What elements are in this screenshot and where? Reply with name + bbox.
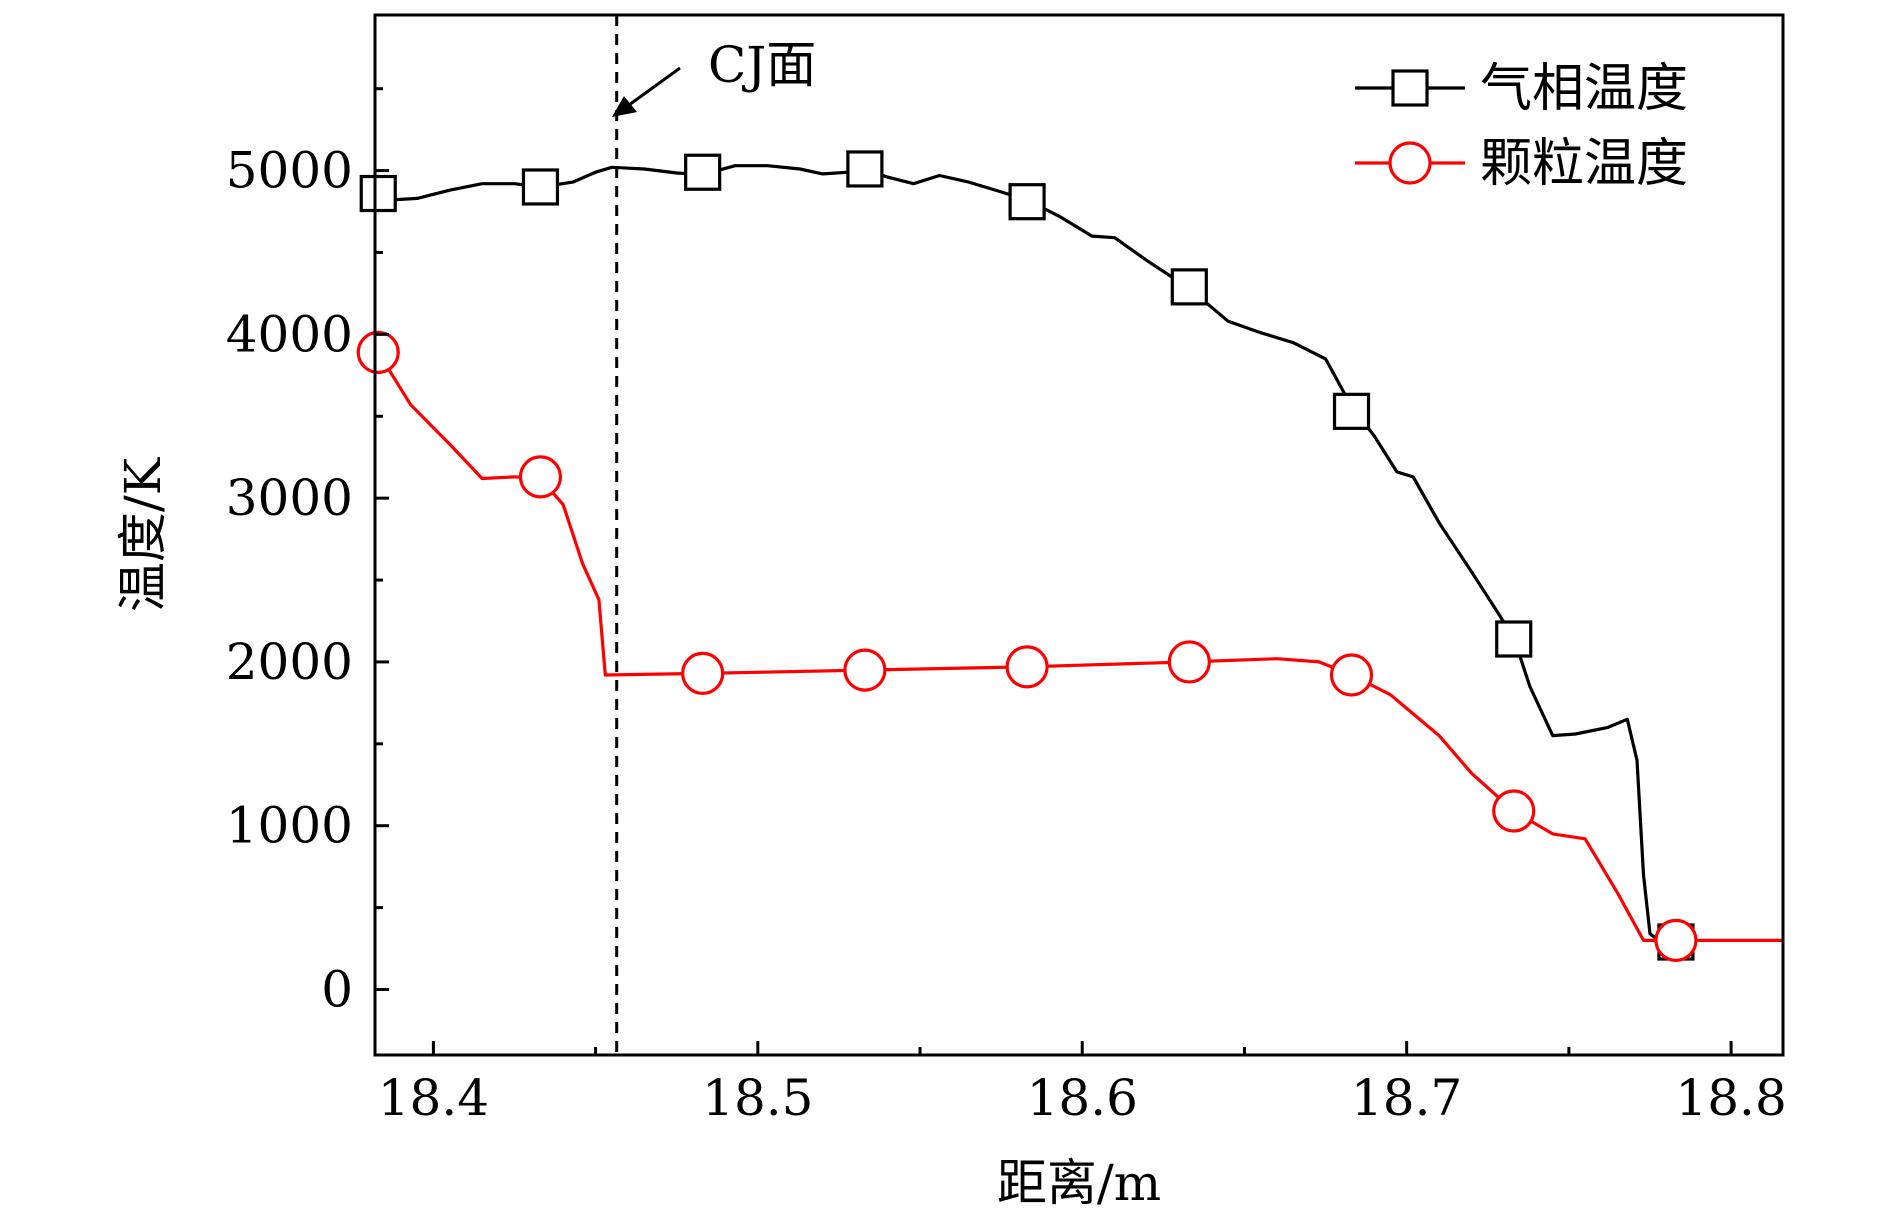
data-point-gas: [846, 150, 884, 188]
y-tick-label: 2000: [226, 633, 353, 691]
data-point-gas: [1008, 183, 1046, 221]
legend-marker-circle: [1388, 141, 1432, 185]
data-point-particle: [1654, 918, 1698, 962]
y-tick-label: 3000: [226, 469, 353, 527]
data-point-gas: [1332, 392, 1371, 430]
legend-label: 颗粒温度: [1480, 134, 1688, 194]
series-line-gas: [377, 164, 1677, 942]
data-point-particle: [843, 648, 887, 692]
series-group: [376, 164, 1783, 943]
x-tick-label: 18.8: [1675, 1069, 1786, 1127]
data-point-particle: [1492, 789, 1536, 833]
data-point-gas: [359, 174, 397, 213]
data-point-particle: [1329, 653, 1374, 697]
axis-ticks: 18.4 18.5 18.6 18.7 18.8 0 1000 2000 3000 4000 500…: [226, 87, 1787, 1127]
data-point-gas: [1170, 268, 1208, 306]
legend-marker-square: [1391, 69, 1429, 107]
x-tick-label: 18.4: [378, 1069, 489, 1127]
plot-area: [356, 150, 1783, 962]
y-tick-label: 4000: [226, 305, 353, 363]
data-point-gas: [684, 153, 722, 191]
legend-label: 气相温度: [1480, 59, 1688, 119]
series-line-particle: [376, 351, 1783, 943]
cj-label: CJ面: [708, 36, 816, 94]
y-tick-label: 0: [321, 960, 353, 1018]
data-point-particle: [356, 330, 400, 374]
data-point-gas: [521, 168, 560, 206]
x-tick-label: 18.7: [1351, 1069, 1462, 1127]
cj-arrow: [621, 66, 681, 112]
data-point-particle: [1167, 640, 1211, 684]
plot-frame: [373, 13, 1785, 1057]
x-axis-label: 距离/m: [997, 1154, 1161, 1212]
data-point-particle: [1005, 645, 1049, 689]
x-tick-label: 18.6: [1027, 1069, 1138, 1127]
data-point-particle: [518, 455, 563, 499]
y-tick-label: 5000: [226, 142, 353, 200]
x-tick-label: 18.5: [702, 1069, 813, 1127]
cj-arrowhead: [612, 96, 637, 117]
cj-annotation: CJ面: [612, 15, 816, 1055]
data-point-particle: [681, 651, 725, 695]
data-point-gas: [1495, 620, 1533, 658]
y-tick-label: 1000: [226, 797, 353, 855]
y-axis-label: 温度/K: [114, 456, 172, 612]
